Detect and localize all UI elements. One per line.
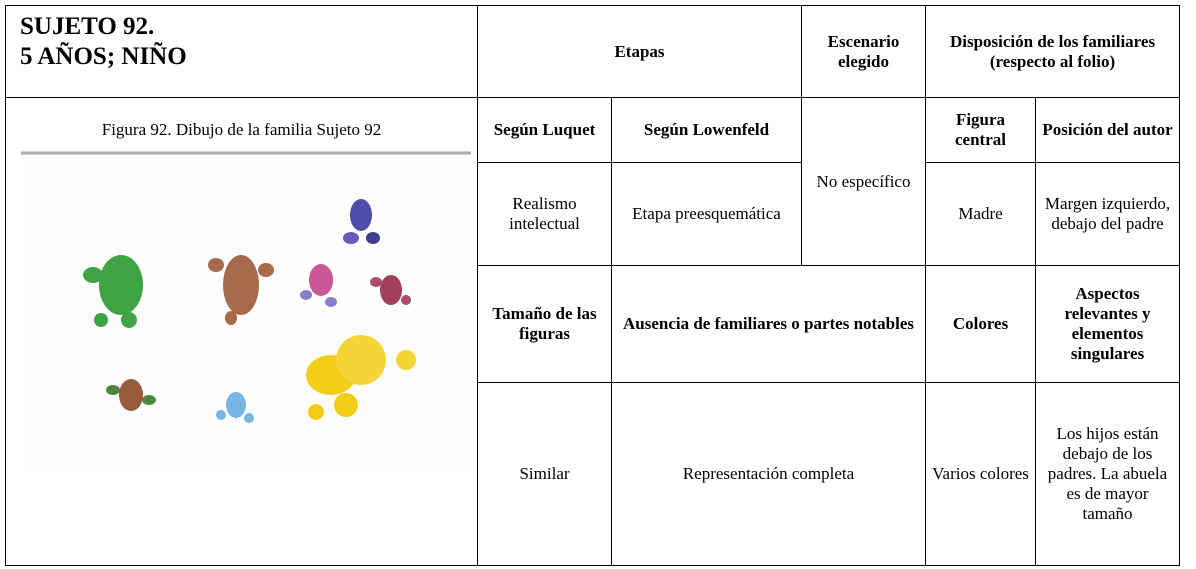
title-cell: SUJETO 92. 5 AÑOS; NIÑO: [5, 5, 478, 98]
subheader-cell: Según Luquet: [477, 97, 612, 163]
figure-cell: Figura 92. Dibujo de la familia Sujeto 9…: [5, 97, 478, 566]
header-text: Disposición de los familiares: [949, 31, 1156, 51]
value-cell: Representación completa: [610, 382, 927, 566]
value-cell: No específico: [801, 97, 927, 266]
header-cell: Escenario elegido: [801, 5, 927, 98]
value-cell: Margen izquierdo, debajo del padre: [1035, 162, 1181, 266]
family-drawing: [21, 150, 471, 470]
subheader-cell: Según Lowenfeld: [610, 97, 803, 163]
subject-age: 5 AÑOS; NIÑO: [20, 43, 187, 70]
header-note: (respecto al folio): [989, 51, 1116, 71]
subject-title: SUJETO 92.: [20, 13, 155, 40]
value-cell: Realismo intelectual: [477, 162, 612, 266]
subheader-cell: Figura central: [925, 97, 1037, 163]
value-cell: Madre: [925, 162, 1037, 266]
header-cell: Etapas: [476, 5, 803, 98]
subheader-cell: Posición del autor: [1035, 97, 1181, 163]
subheader-cell: Ausencia de familiares o partes notables: [610, 265, 927, 383]
subject-table: SUJETO 92. 5 AÑOS; NIÑO Etapas Escenario…: [5, 5, 1181, 566]
value-cell: Varios colores: [925, 382, 1037, 566]
subheader-cell: Colores: [925, 265, 1037, 383]
value-cell: Los hijos están debajo de los padres. La…: [1035, 382, 1181, 566]
subheader-cell: Tamaño de las figuras: [477, 265, 612, 383]
value-cell: Similar: [477, 382, 612, 566]
header-cell: Disposición de los familiares (respecto …: [925, 5, 1181, 98]
figure-caption: Figura 92. Dibujo de la familia Sujeto 9…: [101, 120, 382, 139]
subheader-cell: Aspectos relevantes y elementos singular…: [1035, 265, 1181, 383]
value-cell: Etapa preesquemática: [610, 162, 803, 266]
